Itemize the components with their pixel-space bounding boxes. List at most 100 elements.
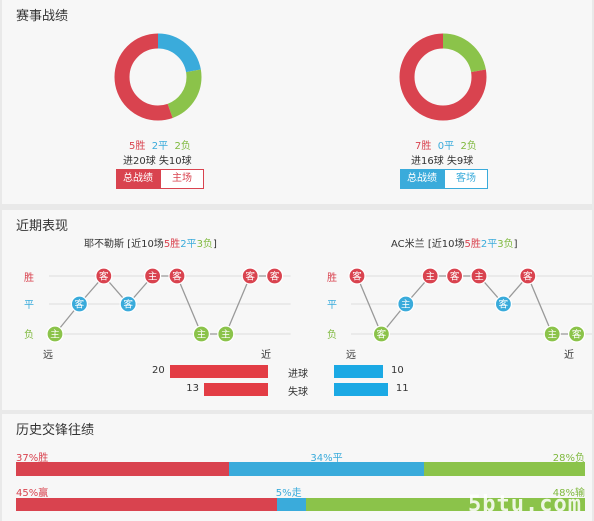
away-far-label: 远 bbox=[346, 350, 356, 361]
form-point-draw: 主 bbox=[397, 295, 415, 313]
conceded-label: 失球 bbox=[288, 387, 308, 398]
match-record-panel: 赛事战绩 5胜 2平 2负 进20球 失10球 总战绩 主场 7胜 0平 2负 … bbox=[2, 0, 592, 204]
home-summary-losses: 3负 bbox=[196, 239, 213, 250]
history-panel: 历史交锋往绩 37%胜 34%平 28%负 45%赢 5%走 48%输 5btu… bbox=[2, 414, 592, 521]
form-venue-label: 客 bbox=[352, 271, 362, 283]
away-row-label-draw: 平 bbox=[327, 300, 337, 311]
form-line bbox=[356, 274, 577, 336]
home-goals-line: 进20球 失10球 bbox=[123, 156, 192, 167]
away-donut bbox=[399, 33, 487, 121]
form-venue-label: 客 bbox=[245, 271, 255, 283]
away-scored-value: 10 bbox=[391, 365, 404, 376]
form-point-loss: 主 bbox=[217, 325, 235, 343]
away-summary-losses: 3负 bbox=[497, 239, 514, 250]
form-venue-label: 主 bbox=[547, 329, 557, 341]
form-point-win: 客 bbox=[266, 267, 284, 285]
home-conceded-value: 13 bbox=[186, 383, 200, 394]
form-venue-label: 主 bbox=[425, 271, 435, 283]
form-point-win: 客 bbox=[168, 267, 186, 285]
away-team-name: AC米兰 bbox=[391, 239, 425, 250]
form-point-win: 主 bbox=[144, 267, 162, 285]
home-row-label-win: 胜 bbox=[24, 273, 34, 284]
form-venue-label: 主 bbox=[148, 271, 158, 283]
recent-form-title: 近期表现 bbox=[16, 219, 69, 234]
form-point-win: 主 bbox=[470, 267, 488, 285]
away-form-summary: AC米兰 [近10场5胜2平3负] bbox=[391, 235, 518, 250]
watermark: 5btu.com bbox=[468, 492, 582, 517]
form-point-draw: 客 bbox=[119, 295, 137, 313]
history-result-bar bbox=[16, 462, 585, 476]
home-summary-suffix: ] bbox=[212, 239, 217, 250]
history-handicap-win-label: 45%赢 bbox=[16, 488, 49, 499]
form-venue-label: 主 bbox=[221, 329, 231, 341]
form-venue-label: 主 bbox=[474, 271, 484, 283]
form-venue-label: 客 bbox=[499, 299, 509, 311]
away-record-line: 7胜 0平 2负 bbox=[415, 137, 477, 152]
away-goals-line: 进16球 失9球 bbox=[411, 156, 474, 167]
form-point-win: 主 bbox=[421, 267, 439, 285]
history-draw-label: 34%平 bbox=[310, 453, 343, 464]
away-draws: 0平 bbox=[437, 141, 455, 152]
form-point-loss: 主 bbox=[46, 325, 64, 343]
away-tab-total[interactable]: 总战绩 bbox=[400, 169, 444, 189]
away-row-label-loss: 负 bbox=[327, 330, 337, 341]
form-venue-label: 客 bbox=[377, 329, 387, 341]
form-venue-label: 主 bbox=[401, 299, 411, 311]
form-point-loss: 主 bbox=[543, 325, 561, 343]
home-row-label-draw: 平 bbox=[24, 300, 34, 311]
home-losses: 2负 bbox=[174, 141, 191, 152]
home-wins: 5胜 bbox=[129, 141, 146, 152]
form-point-win: 客 bbox=[519, 267, 537, 285]
history-handicap-loss-label: 48%输 bbox=[552, 488, 585, 499]
home-near-label: 近 bbox=[261, 350, 271, 361]
home-donut bbox=[114, 33, 202, 121]
home-tab-total[interactable]: 总战绩 bbox=[116, 169, 160, 189]
away-conceded-bar bbox=[334, 383, 388, 396]
away-wins: 7胜 bbox=[415, 141, 432, 152]
form-line bbox=[54, 275, 275, 335]
form-point-win: 客 bbox=[241, 267, 259, 285]
scored-label: 进球 bbox=[288, 369, 308, 380]
form-point-loss: 客 bbox=[567, 325, 586, 343]
history-win-segment bbox=[16, 462, 229, 476]
home-summary-wins: 5胜 bbox=[163, 239, 181, 250]
form-venue-label: 客 bbox=[123, 299, 133, 311]
history-handicap-loss-segment bbox=[306, 498, 585, 511]
donut-slice-losses bbox=[114, 33, 202, 121]
form-venue-label: 客 bbox=[572, 329, 582, 341]
history-handicap-push-label: 5%走 bbox=[275, 488, 302, 499]
away-scored-bar bbox=[334, 365, 383, 378]
home-record-line: 5胜 2平 2负 bbox=[129, 137, 191, 152]
away-near-label: 近 bbox=[564, 350, 574, 361]
history-handicap-push-segment bbox=[277, 498, 307, 511]
away-summary-suffix: ] bbox=[513, 239, 518, 250]
home-draws: 2平 bbox=[151, 141, 169, 152]
form-charts: 主客客客主 客主 主客客 客客主主客主客客主客 bbox=[46, 267, 592, 343]
form-venue-label: 客 bbox=[75, 299, 85, 311]
home-scored-value: 20 bbox=[152, 365, 165, 376]
form-point-win: 客 bbox=[446, 267, 464, 285]
form-point-win: 客 bbox=[95, 267, 113, 285]
home-team-name: 耶不勒斯 bbox=[84, 239, 124, 250]
away-row-label-win: 胜 bbox=[327, 273, 337, 284]
history-loss-label: 28%负 bbox=[552, 453, 585, 464]
form-venue-label: 客 bbox=[450, 271, 460, 283]
away-losses: 2负 bbox=[460, 141, 477, 152]
recent-form-panel: 近期表现 耶不勒斯 [近10场5胜2平3负] AC米兰 [近10场5胜2平3负]… bbox=[2, 210, 592, 410]
form-venue-label: 主 bbox=[197, 329, 207, 341]
form-point-win: 客 bbox=[348, 267, 366, 285]
history-draw-segment bbox=[228, 462, 425, 476]
form-point-loss: 主 bbox=[192, 325, 210, 343]
form-point-draw: 客 bbox=[70, 295, 89, 313]
form-venue-label: 客 bbox=[99, 271, 109, 283]
away-form-chart: 客客主主客主客客主客 bbox=[348, 267, 592, 343]
away-summary-prefix: [近10场 bbox=[424, 239, 465, 250]
home-tab-home[interactable]: 主场 bbox=[160, 169, 204, 189]
donut-charts bbox=[114, 33, 487, 121]
home-form-chart: 主客客客主 客主 主客客 bbox=[46, 267, 291, 343]
form-venue-label: 客 bbox=[270, 271, 280, 283]
away-tab-away[interactable]: 客场 bbox=[444, 169, 488, 189]
form-point-loss: 客 bbox=[372, 325, 390, 343]
match-record-title: 赛事战绩 bbox=[16, 9, 69, 24]
form-venue-label: 客 bbox=[523, 271, 533, 283]
